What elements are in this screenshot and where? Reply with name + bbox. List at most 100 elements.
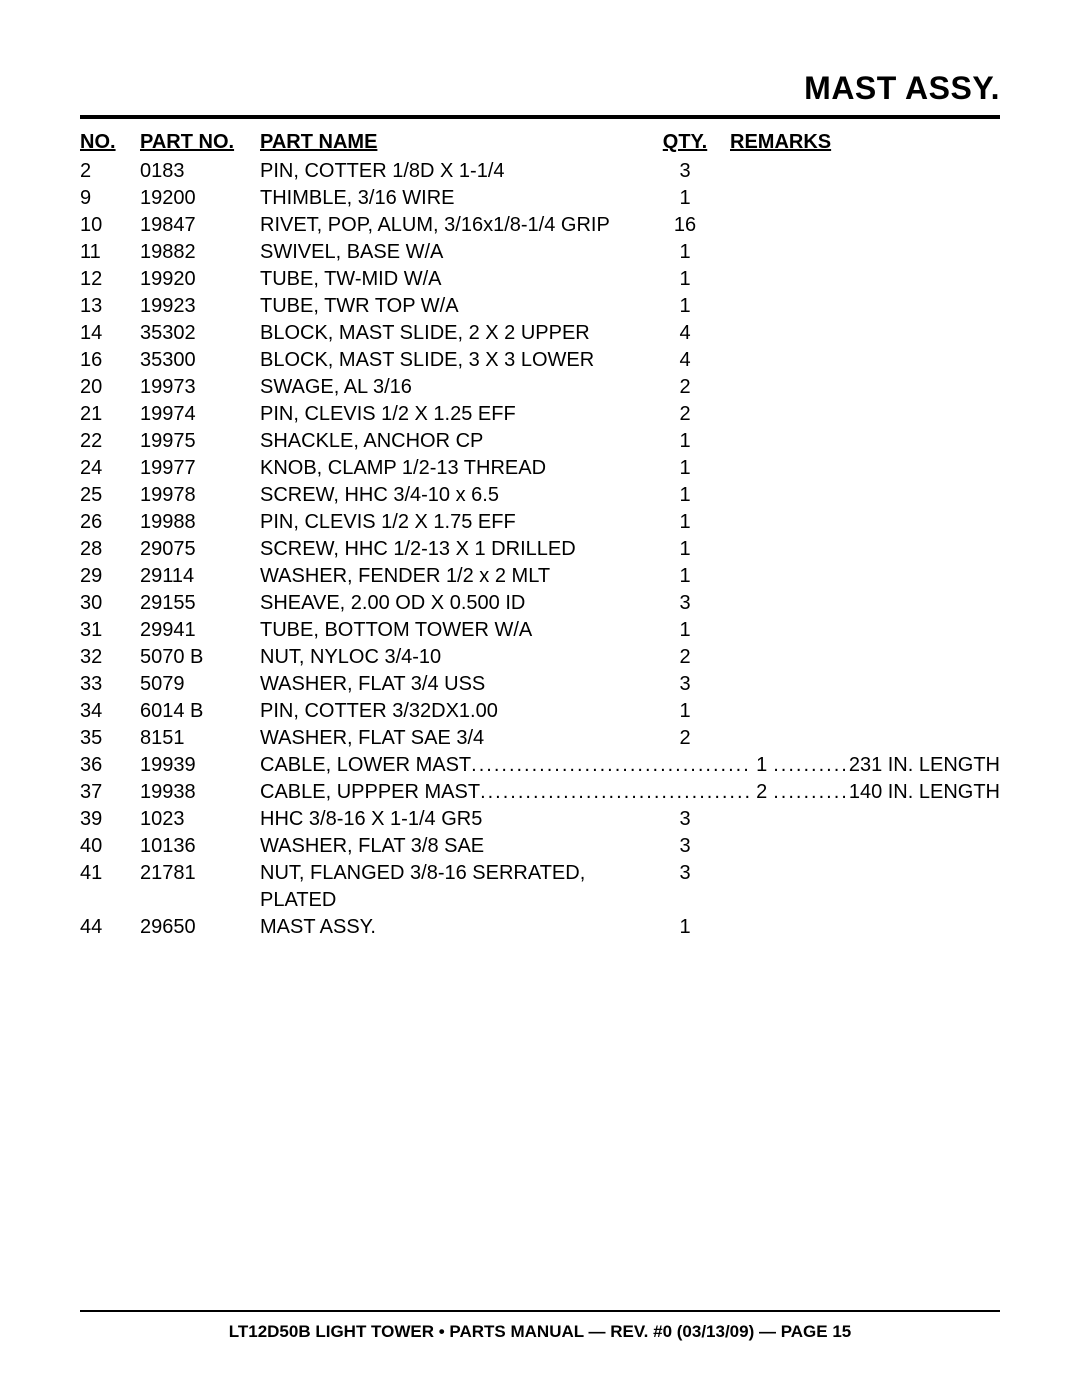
cell-qty: 1 [650,617,720,644]
cell-no: 34 [80,698,140,725]
table-row: 919200THIMBLE, 3/16 WIRE1 [80,185,1000,212]
footer: LT12D50B LIGHT TOWER • PARTS MANUAL — RE… [80,1310,1000,1342]
cell-remarks [720,212,1000,239]
cell-no: 12 [80,266,140,293]
cell-name: TUBE, TW-MID W/A [260,266,650,293]
footer-text: LT12D50B LIGHT TOWER • PARTS MANUAL — RE… [80,1322,1000,1342]
leader-dots: .......... [773,752,849,779]
cell-remarks [720,833,1000,860]
cell-no: 14 [80,320,140,347]
cell-name: WASHER, FLAT 3/8 SAE [260,833,650,860]
cell-name: PIN, CLEVIS 1/2 X 1.75 EFF [260,509,650,536]
cell-partno: 6014 B [140,698,260,725]
cell-remarks: 231 IN. LENGTH [849,752,1000,779]
table-row: 346014 BPIN, COTTER 3/32DX1.001 [80,698,1000,725]
cell-partno: 19988 [140,509,260,536]
cell-no: 13 [80,293,140,320]
cell-name: WASHER, FLAT SAE 3/4 [260,725,650,752]
table-row: 1635300BLOCK, MAST SLIDE, 3 X 3 LOWER4 [80,347,1000,374]
cell-no: 10 [80,212,140,239]
cell-name: SCREW, HHC 1/2-13 X 1 DRILLED [260,536,650,563]
cell-name: SWAGE, AL 3/16 [260,374,650,401]
cell-no: 21 [80,401,140,428]
cell-partno: 0183 [140,158,260,185]
cell-qty: 1 [650,428,720,455]
table-row: 391023HHC 3/8-16 X 1-1/4 GR53 [80,806,1000,833]
cell-no: 31 [80,617,140,644]
cell-name: TUBE, TWR TOP W/A [260,293,650,320]
cell-qty: 1 [750,752,773,779]
table-row: 3719938CABLE, UPPPER MAST ..............… [80,779,1000,806]
cell-no: 11 [80,239,140,266]
table-row: 4010136WASHER, FLAT 3/8 SAE3 [80,833,1000,860]
cell-partno: 21781 [140,860,260,914]
cell-partno: 29075 [140,536,260,563]
table-row: 2019973SWAGE, AL 3/162 [80,374,1000,401]
table-row: 2519978SCREW, HHC 3/4-10 x 6.51 [80,482,1000,509]
cell-name: BLOCK, MAST SLIDE, 2 X 2 UPPER [260,320,650,347]
cell-qty: 3 [650,671,720,698]
cell-remarks [720,671,1000,698]
cell-partno: 19882 [140,239,260,266]
cell-remarks [720,455,1000,482]
cell-partno: 19939 [140,752,260,779]
table-row: 2219975SHACKLE, ANCHOR CP1 [80,428,1000,455]
cell-qty: 1 [650,239,720,266]
cell-remarks [720,401,1000,428]
cell-name: PIN, CLEVIS 1/2 X 1.25 EFF [260,401,650,428]
cell-name: WASHER, FLAT 3/4 USS [260,671,650,698]
cell-remarks [720,482,1000,509]
cell-partno: 35302 [140,320,260,347]
title-rule [80,115,1000,119]
table-row: 20183PIN, COTTER 1/8D X 1-1/43 [80,158,1000,185]
table-row: 4121781NUT, FLANGED 3/8-16 SERRATED, PLA… [80,860,1000,914]
cell-remarks [720,644,1000,671]
cell-qty: 1 [650,482,720,509]
table-row: 4429650MAST ASSY.1 [80,914,1000,941]
cell-partno: 19938 [140,779,260,806]
cell-qty: 3 [650,833,720,860]
cell-name: KNOB, CLAMP 1/2-13 THREAD [260,455,650,482]
cell-no: 20 [80,374,140,401]
cell-remarks [720,374,1000,401]
cell-no: 32 [80,644,140,671]
cell-no: 29 [80,563,140,590]
parts-table: NO. PART NO. PART NAME QTY. REMARKS 2018… [80,129,1000,941]
cell-no: 2 [80,158,140,185]
cell-qty: 2 [750,779,773,806]
cell-remarks [720,860,1000,914]
leader-dots: ........................................… [471,752,750,779]
table-row: 2119974PIN, CLEVIS 1/2 X 1.25 EFF2 [80,401,1000,428]
cell-partno: 35300 [140,347,260,374]
cell-name: SWIVEL, BASE W/A [260,239,650,266]
cell-no: 26 [80,509,140,536]
cell-no: 9 [80,185,140,212]
cell-qty: 1 [650,455,720,482]
table-row: 1219920TUBE, TW-MID W/A1 [80,266,1000,293]
table-row: 335079WASHER, FLAT 3/4 USS3 [80,671,1000,698]
cell-partno: 19978 [140,482,260,509]
cell-remarks [720,509,1000,536]
cell-partno: 19200 [140,185,260,212]
cell-remarks [720,806,1000,833]
cell-no: 40 [80,833,140,860]
cell-qty: 2 [650,725,720,752]
cell-partno: 19977 [140,455,260,482]
cell-remarks [720,320,1000,347]
cell-partno: 5070 B [140,644,260,671]
cell-qty: 1 [650,563,720,590]
cell-partno: 19974 [140,401,260,428]
table-row: 1119882SWIVEL, BASE W/A1 [80,239,1000,266]
header-qty: QTY. [650,129,720,156]
rows-container: 20183PIN, COTTER 1/8D X 1-1/43919200THIM… [80,158,1000,941]
cell-no: 41 [80,860,140,914]
leader-dots: ........................................… [480,779,750,806]
cell-remarks: 140 IN. LENGTH [849,779,1000,806]
table-row: 2619988PIN, CLEVIS 1/2 X 1.75 EFF1 [80,509,1000,536]
cell-remarks [720,536,1000,563]
cell-no: 30 [80,590,140,617]
cell-remarks [720,239,1000,266]
cell-partno: 1023 [140,806,260,833]
cell-remarks [720,347,1000,374]
cell-no: 44 [80,914,140,941]
